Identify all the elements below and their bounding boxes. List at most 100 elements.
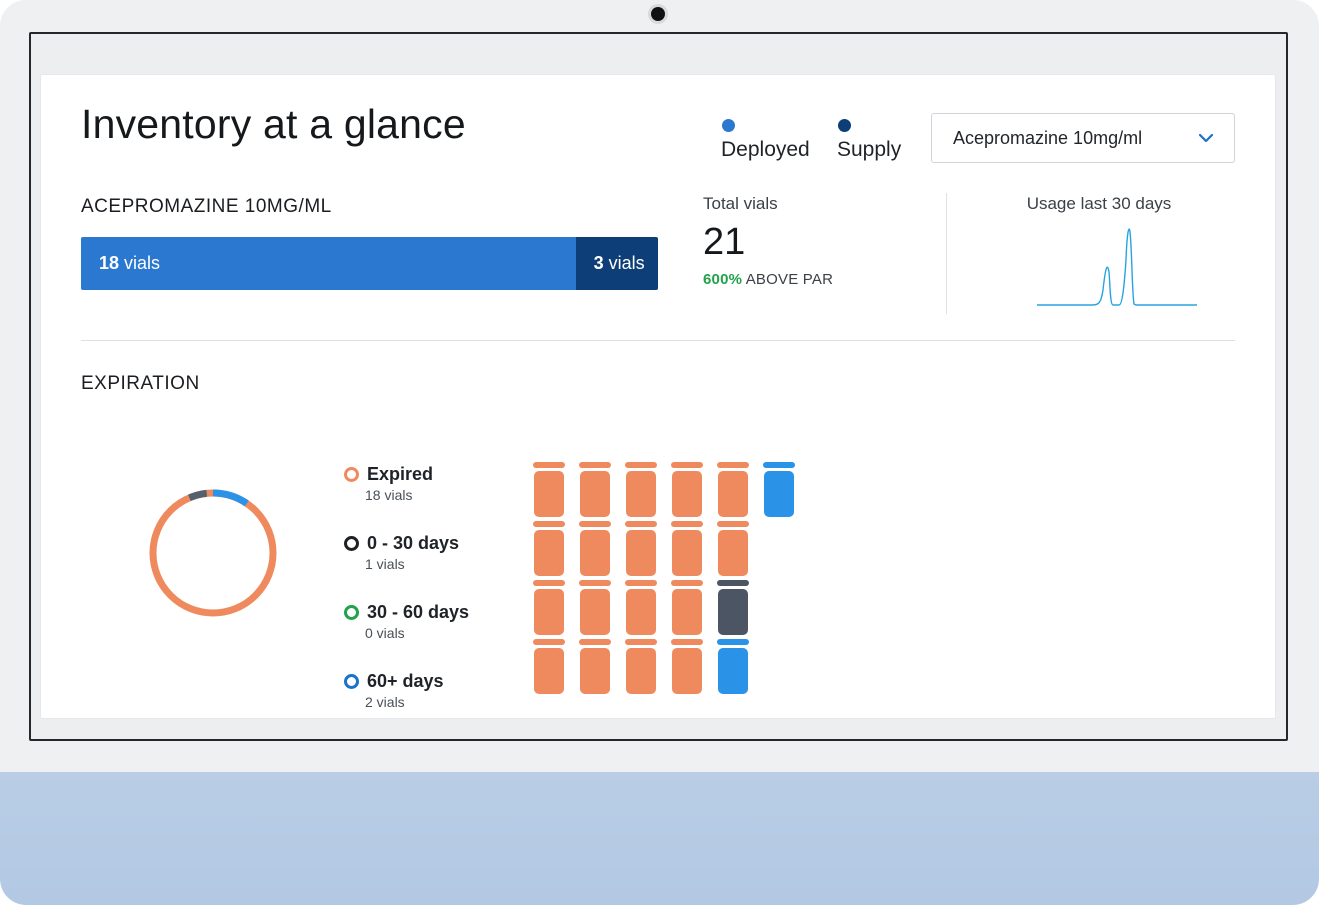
- usage-sparkline-line: [1037, 228, 1197, 306]
- vial-body: [580, 471, 610, 517]
- vial-expired[interactable]: [625, 462, 657, 518]
- vial-cap: [671, 580, 703, 586]
- vial-body: [534, 648, 564, 694]
- vial-expired[interactable]: [579, 639, 611, 695]
- vial-cap: [579, 580, 611, 586]
- vial-expired[interactable]: [671, 462, 703, 518]
- vial-cap: [625, 580, 657, 586]
- vial-later[interactable]: [763, 462, 795, 518]
- drug-section-label: ACEPROMAZINE 10MG/ML: [81, 196, 332, 217]
- supply-segment[interactable]: 3 vials: [575, 237, 658, 290]
- vial-expired[interactable]: [671, 521, 703, 577]
- expiration-name: Expired: [367, 464, 434, 484]
- vial-expired[interactable]: [671, 580, 703, 636]
- vial-cap: [579, 462, 611, 468]
- vial-cap: [717, 639, 749, 645]
- vial-expired[interactable]: [579, 462, 611, 518]
- vial-expired[interactable]: [533, 639, 565, 695]
- vial-cap: [533, 639, 565, 645]
- section-divider: [81, 340, 1235, 341]
- expiration-count: 18 vials: [365, 487, 413, 503]
- vial-expired[interactable]: [533, 521, 565, 577]
- deployed-segment[interactable]: 18 vials: [81, 237, 576, 290]
- supply-unit: vials: [608, 253, 645, 273]
- vial-body: [672, 589, 702, 635]
- vial-cap: [533, 462, 565, 468]
- deployed-dot-icon: [722, 119, 735, 132]
- supply-dot-icon: [838, 119, 851, 132]
- vial-cap: [625, 521, 657, 527]
- vial-cap: [625, 462, 657, 468]
- vial-body: [626, 530, 656, 576]
- vial-body: [580, 648, 610, 694]
- total-vials-label: Total vials: [703, 194, 778, 213]
- vial-body: [764, 471, 794, 517]
- vial-body: [718, 471, 748, 517]
- expiration-donut-chart: [149, 489, 277, 617]
- vial-cap: [717, 521, 749, 527]
- vial-cap: [671, 639, 703, 645]
- vial-body: [672, 648, 702, 694]
- vial-body: [718, 589, 748, 635]
- par-percent: 600%: [703, 271, 743, 288]
- vial-body: [534, 530, 564, 576]
- vial-body: [672, 530, 702, 576]
- usage-sparkline: [1037, 228, 1197, 306]
- expiration-count: 0 vials: [365, 625, 405, 641]
- expiration-name: 0 - 30 days: [367, 533, 460, 553]
- mid-ring-icon: [344, 605, 359, 620]
- vial-body: [626, 648, 656, 694]
- vial-body: [580, 530, 610, 576]
- vial-grid: [531, 460, 801, 700]
- vial-expired[interactable]: [579, 580, 611, 636]
- donut-later-arc: [149, 489, 277, 617]
- expiration-section-label: EXPIRATION: [81, 373, 200, 394]
- vial-cap: [717, 580, 749, 586]
- vial-expired[interactable]: [579, 521, 611, 577]
- vial-soon[interactable]: [717, 580, 749, 636]
- vial-cap: [625, 639, 657, 645]
- expired-ring-icon: [344, 467, 359, 482]
- drug-select-value: Acepromazine 10mg/ml: [953, 127, 1143, 148]
- vial-expired[interactable]: [625, 639, 657, 695]
- vial-expired[interactable]: [625, 521, 657, 577]
- vial-cap: [579, 521, 611, 527]
- vial-body: [626, 471, 656, 517]
- drug-select[interactable]: Acepromazine 10mg/ml: [931, 113, 1235, 163]
- deployed-count: 18: [99, 253, 120, 273]
- camera-icon: [651, 7, 665, 21]
- vial-cap: [533, 521, 565, 527]
- donut-expired-arc: [149, 489, 277, 617]
- expiration-name: 30 - 60 days: [367, 602, 470, 622]
- vial-cap: [533, 580, 565, 586]
- vial-body: [534, 589, 564, 635]
- donut-soon-arc: [149, 489, 277, 617]
- par-text: ABOVE PAR: [745, 271, 834, 288]
- vial-body: [718, 530, 748, 576]
- vial-body: [718, 648, 748, 694]
- dashboard-screen: Inventory at a glance Deployed Supply Ac…: [41, 75, 1275, 718]
- vial-body: [580, 589, 610, 635]
- usage-label: Usage last 30 days: [1026, 194, 1172, 213]
- inventory-bar: 18 vials 3 vials: [81, 237, 658, 290]
- vial-body: [534, 471, 564, 517]
- legend-item-deployed: Deployed: [721, 119, 810, 162]
- vial-cap: [717, 462, 749, 468]
- total-vials-value: 21: [703, 221, 746, 263]
- vial-cap: [579, 639, 611, 645]
- vial-expired[interactable]: [671, 639, 703, 695]
- vial-expired[interactable]: [533, 462, 565, 518]
- vial-expired[interactable]: [625, 580, 657, 636]
- vial-expired[interactable]: [717, 521, 749, 577]
- vial-expired[interactable]: [533, 580, 565, 636]
- vial-cap: [671, 521, 703, 527]
- stats-divider: [946, 193, 947, 314]
- par-status: 600% ABOVE PAR: [703, 271, 833, 288]
- vial-cap: [671, 462, 703, 468]
- later-ring-icon: [344, 674, 359, 689]
- expiration-name: 60+ days: [367, 671, 444, 691]
- vial-later[interactable]: [717, 639, 749, 695]
- vial-expired[interactable]: [717, 462, 749, 518]
- chevron-down-icon: [1198, 133, 1214, 143]
